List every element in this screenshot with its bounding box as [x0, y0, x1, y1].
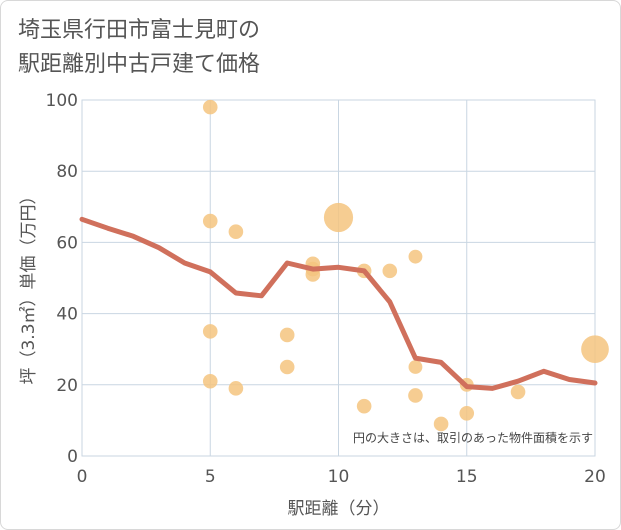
y-axis-label: 坪（3.3㎡）単価（万円）	[19, 187, 39, 384]
bubble-series	[202, 99, 609, 432]
bubble-size-note: 円の大きさは、取引のあった物件面積を示す	[353, 430, 593, 445]
bubble-point	[228, 381, 244, 396]
bubble-point	[408, 249, 423, 264]
chart-title-line-2: 駅距離別中古戸建て価格	[18, 52, 261, 77]
trend-line	[79, 216, 598, 391]
y-tick-label: 40	[56, 305, 78, 325]
y-tick-label: 100	[46, 91, 78, 111]
bubble-point	[408, 360, 423, 374]
x-tick-label: 10	[328, 467, 350, 487]
bubble-point	[510, 384, 526, 400]
chart-title-line-1: 埼玉県行田市富士見町の	[18, 18, 261, 43]
bubble-point	[581, 335, 609, 364]
bubble-point	[356, 398, 372, 414]
plot-area-border	[81, 99, 596, 457]
bubble-point	[433, 416, 449, 432]
x-tick-label: 0	[77, 467, 88, 487]
x-axis-label: 駅距離（分）	[288, 499, 390, 519]
x-tick-label: 20	[584, 467, 606, 487]
bubble-point	[323, 202, 354, 233]
y-tick-label: 20	[56, 376, 78, 396]
x-tick-labels: 0 5 10 15 20	[77, 467, 606, 487]
bubble-point	[202, 213, 218, 229]
grid-lines	[81, 99, 596, 457]
bubble-point	[408, 388, 423, 403]
chart-title: 埼玉県行田市富士見町の 駅距離別中古戸建て価格	[18, 14, 418, 82]
bubble-point	[228, 224, 244, 240]
y-tick-label: 80	[56, 162, 78, 182]
bubble-point	[382, 263, 398, 279]
y-tick-label: 0	[67, 447, 78, 467]
bubble-point	[279, 327, 295, 343]
y-tick-label: 60	[56, 233, 78, 253]
bubble-point	[459, 405, 475, 421]
x-tick-label: 15	[456, 467, 478, 487]
x-tick-label: 5	[205, 467, 216, 487]
y-tick-labels: 0 20 40 60 80 100	[46, 91, 78, 467]
bubble-point	[279, 359, 295, 375]
bubble-point	[202, 373, 218, 389]
bubble-point	[202, 324, 218, 339]
bubble-point	[202, 99, 218, 115]
